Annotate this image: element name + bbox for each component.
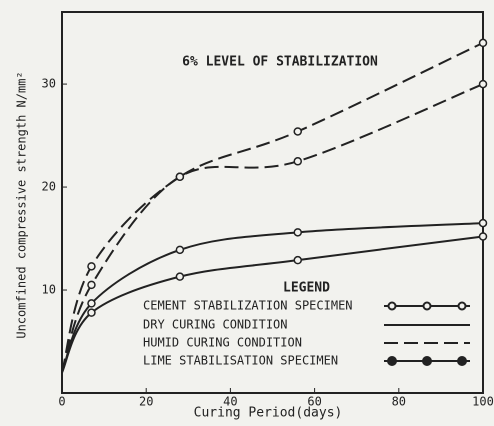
legend-swatch: [387, 301, 397, 311]
legend-entry: LIME STABILISATION SPECIMEN: [143, 354, 338, 368]
legend-title: LEGEND: [283, 281, 330, 296]
point: [293, 228, 303, 237]
x-tick-label: 20: [139, 395, 153, 409]
point: [478, 232, 488, 241]
series-line: [61, 235, 484, 373]
y-axis-label: Uncomfined compressive strength N/mm²: [15, 71, 29, 338]
annotation: 6% LEVEL OF STABILIZATION: [182, 55, 378, 70]
x-axis-label: Curing Period(days): [194, 406, 343, 421]
x-tick-label: 0: [58, 395, 65, 409]
point: [87, 308, 96, 317]
x-tick-label: 100: [472, 395, 494, 409]
series-line: [61, 83, 484, 373]
y-tick-label: 20: [42, 180, 56, 194]
legend-swatch: [422, 356, 432, 366]
legend-entry: DRY CURING CONDITION: [143, 318, 288, 332]
x-tick-label: 80: [392, 395, 406, 409]
point: [175, 272, 185, 281]
point: [87, 299, 96, 308]
plot-frame: [61, 11, 484, 394]
point: [87, 280, 96, 290]
legend-entry: CEMENT STABILIZATION SPECIMEN: [143, 299, 353, 313]
point: [293, 157, 303, 166]
point: [478, 218, 488, 228]
point: [87, 262, 96, 271]
point: [478, 79, 488, 89]
point: [175, 172, 185, 182]
legend: LEGEND CEMENT STABILIZATION SPECIMEN DRY…: [143, 281, 470, 368]
point: [175, 245, 185, 255]
point: [293, 127, 303, 136]
legend-entry: HUMID CURING CONDITION: [143, 336, 302, 350]
x-tick-label: 40: [223, 395, 237, 409]
y-tick-label: 30: [42, 77, 56, 91]
point: [478, 38, 488, 48]
y-tick-label: 10: [42, 283, 56, 297]
point: [293, 255, 303, 265]
legend-swatch: [457, 301, 467, 311]
legend-swatch: [457, 356, 467, 366]
series-line: [61, 222, 484, 373]
x-tick-label: 60: [307, 395, 321, 409]
legend-swatch: [387, 356, 397, 366]
legend-swatch: [422, 301, 432, 311]
